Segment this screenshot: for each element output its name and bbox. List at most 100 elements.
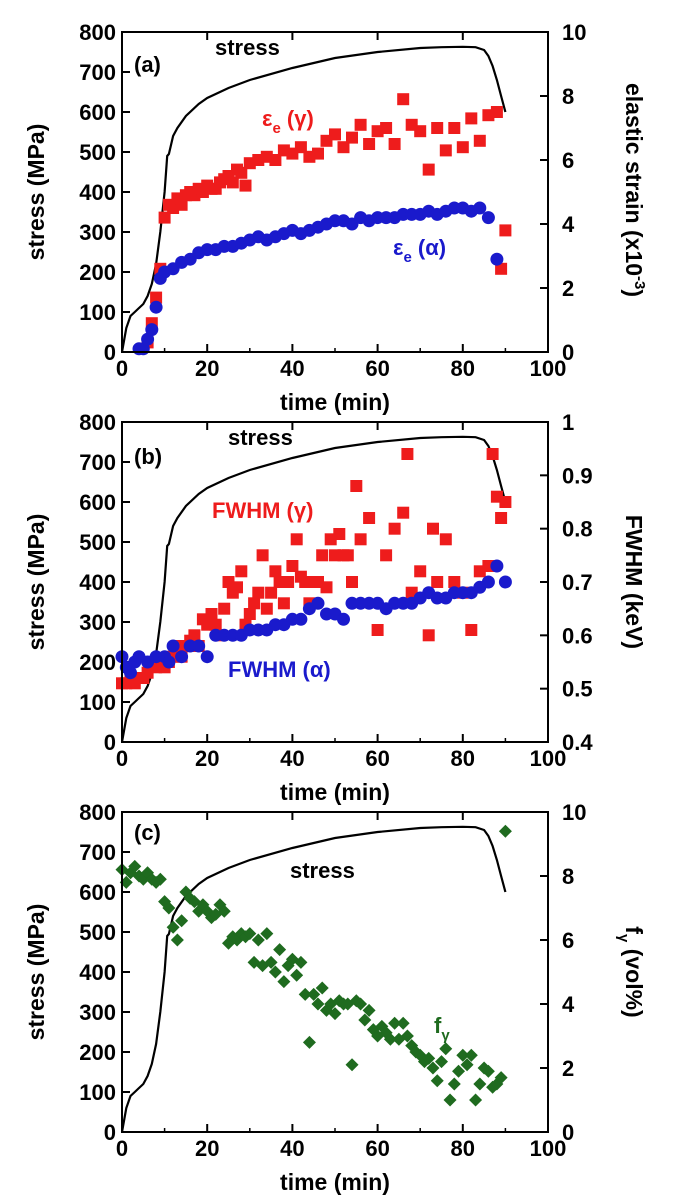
gamma-point [252,586,265,599]
alpha-point [473,201,487,215]
panel-b-y2label: FWHM (keV) [621,515,647,649]
fraction-point [175,914,189,928]
panel-a-gamma-label: εe (γ) [262,106,314,137]
panel-a: 0 20 40 60 80 1000100200300400500600700800024… [23,20,648,415]
panel-c-frame [121,811,549,1133]
fraction-point [307,987,321,1001]
fraction-point [243,927,257,941]
fraction-point [273,943,287,957]
fraction-point [290,968,304,982]
alpha-phase: (α) [412,235,446,260]
x-tick-label: 20 [195,1136,219,1161]
alpha-point [498,575,512,589]
gamma-point [231,581,243,594]
y-tick-label: 800 [79,800,116,825]
y-tick-label: 0 [104,1120,116,1145]
y2-tick-label: 8 [562,864,574,889]
gamma-point [350,480,363,492]
gamma-point [277,597,290,610]
fraction-point [328,1007,342,1021]
y2-tick-label: 4 [562,992,575,1017]
x-tick-label: 60 [365,746,389,771]
panel-b-frame [121,421,549,743]
y2-tick-label: 0.9 [562,463,593,488]
panel-b-gamma-label: FWHM (γ) [212,498,313,523]
fraction-point [302,1035,316,1049]
fraction-point [311,997,325,1011]
fraction-point [430,1074,444,1088]
alpha-point [166,639,180,653]
panel-c: 0 20 40 60 80 1000100200300400500600700800024… [23,800,647,1195]
gamma-point [235,565,248,578]
gamma-point [282,576,295,588]
fraction-point [166,920,180,934]
fraction-point [251,933,265,947]
panel-c-xlabel: time (min) [280,1169,390,1195]
y2-tick-label: 0 [562,1120,574,1145]
y-tick-label: 200 [79,1040,116,1065]
y-tick-label: 800 [79,20,116,45]
y-tick-label: 800 [79,410,116,435]
fraction-point [388,1016,402,1030]
gamma-point [346,576,358,588]
y2-tick-label: 2 [562,276,574,301]
gamma-point [341,549,354,562]
gamma-point [354,118,367,131]
fraction-point [435,1055,448,1069]
fraction-point [460,1058,474,1072]
x-tick-label: 40 [280,1136,304,1161]
gamma-point [486,448,499,460]
x-tick-label: 80 [451,356,475,381]
fraction-point [396,1016,410,1030]
fraction-point [119,875,133,889]
panel-a-data [120,45,512,356]
fraction-point [498,824,512,838]
x-tick-label: 20 [195,356,219,381]
y-tick-label: 400 [79,180,116,205]
gamma-point [439,144,452,157]
panel-c-label: (c) [134,820,161,845]
gamma-point [414,565,427,578]
fraction-point [260,927,274,941]
y2-tick-label: 6 [562,928,574,953]
gamma-point [363,512,376,524]
y-tick-label: 500 [79,920,116,945]
y-tick-label: 600 [79,100,116,125]
fraction-point [345,1058,359,1072]
y-tick-label: 100 [79,690,116,715]
y2label-f-sub: γ [615,934,632,943]
panel-a-ticks: 0 20 40 60 80 1000100200300400500600700800024… [79,20,586,381]
gamma-point [248,597,261,610]
panel-c-ticks: 0 20 40 60 80 1000100200300400500600700800024… [79,800,586,1161]
gamma-point [150,291,163,304]
gamma-point [329,128,341,141]
gamma-point [226,176,239,189]
alpha-point [294,612,308,626]
x-tick-label: 20 [195,746,219,771]
alpha-point [200,650,214,664]
panel-a-ylabel: stress (MPa) [23,124,49,261]
gamma-point [499,224,512,237]
fraction-point [400,1029,414,1043]
fraction-point [447,1077,461,1091]
fraction-point [294,955,308,969]
fraction-point [298,987,312,1001]
panel-b-ylabel: stress (MPa) [23,514,49,651]
y2-tick-label: 0 [562,340,574,365]
y2-tick-label: 0.6 [562,623,593,648]
x-tick-label: 60 [365,1136,389,1161]
fraction-point [422,1051,436,1065]
fraction-point [426,1061,440,1075]
y2label-f: f [621,926,647,934]
fraction-point [128,859,142,873]
fraction-point [268,965,282,979]
y-tick-label: 100 [79,1080,116,1105]
gamma-point [401,448,414,460]
y2-tick-label: 10 [562,20,586,45]
fraction-point [315,981,329,995]
gamma-point [448,122,461,134]
fraction-point [452,1064,466,1078]
gamma-point [209,618,222,631]
gamma-point [260,602,273,615]
